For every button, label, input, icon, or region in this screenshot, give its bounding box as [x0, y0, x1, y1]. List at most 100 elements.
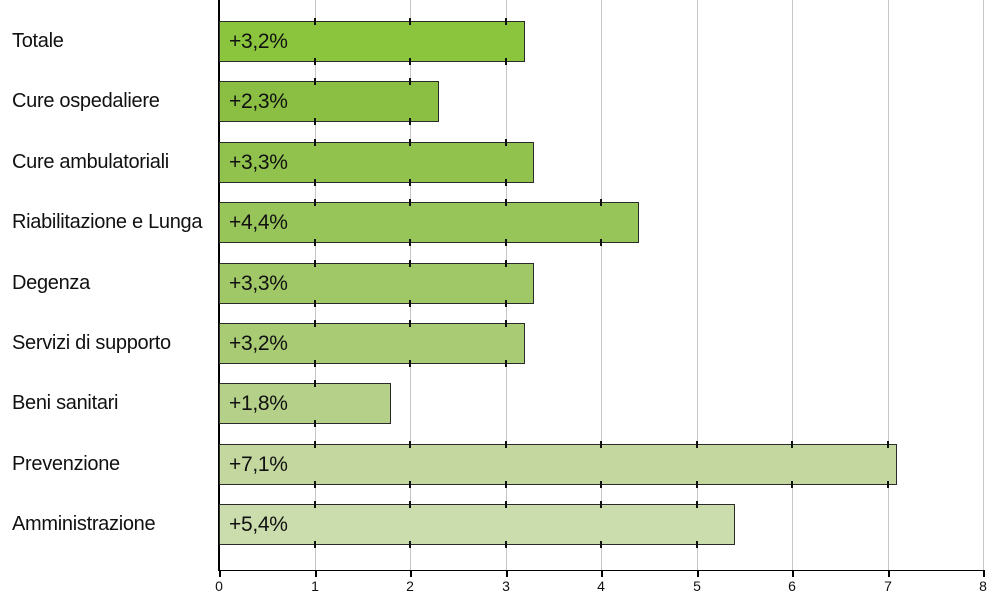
- x-axis-tick-label: 6: [788, 578, 796, 594]
- grid-notch: [505, 481, 507, 488]
- grid-notch: [409, 300, 411, 307]
- grid-notch: [600, 199, 602, 206]
- value-label: +3,3%: [229, 150, 288, 174]
- grid-notch: [409, 118, 411, 125]
- grid-notch: [314, 300, 316, 307]
- x-axis-tick-label: 1: [311, 578, 319, 594]
- value-label: +2,3%: [229, 89, 288, 113]
- x-axis-tick: [888, 570, 890, 577]
- grid-notch: [505, 58, 507, 65]
- grid-notch: [409, 360, 411, 367]
- grid-notch: [409, 481, 411, 488]
- value-label: +7,1%: [229, 452, 288, 476]
- grid-notch: [505, 541, 507, 548]
- value-label: +5,4%: [229, 512, 288, 536]
- value-label: +3,3%: [229, 271, 288, 295]
- category-label: Cure ospedaliere: [12, 90, 160, 112]
- gridline: [792, 0, 793, 570]
- bar: +1,8%: [219, 380, 391, 427]
- grid-notch: [505, 501, 507, 508]
- grid-notch: [696, 541, 698, 548]
- grid-notch: [314, 380, 316, 387]
- category-label: Cure ambulatoriali: [12, 151, 169, 173]
- category-label: Degenza: [12, 272, 90, 294]
- x-axis-tick-label: 3: [502, 578, 510, 594]
- x-axis-tick: [983, 570, 985, 577]
- category-label: Amministrazione: [12, 513, 156, 535]
- value-label: +3,2%: [229, 331, 288, 355]
- value-label: +1,8%: [229, 391, 288, 415]
- x-axis-tick-label: 7: [884, 578, 892, 594]
- grid-notch: [409, 199, 411, 206]
- x-axis-tick: [601, 570, 603, 577]
- grid-notch: [409, 78, 411, 85]
- grid-notch: [314, 320, 316, 327]
- grid-notch: [409, 320, 411, 327]
- grid-notch: [409, 58, 411, 65]
- grid-notch: [409, 18, 411, 25]
- grid-notch: [505, 199, 507, 206]
- x-axis-tick-label: 0: [215, 578, 223, 594]
- bar: +7,1%: [219, 441, 897, 488]
- bar: +3,2%: [219, 18, 525, 65]
- category-label: Riabilitazione e Lunga: [12, 211, 203, 233]
- grid-notch: [409, 501, 411, 508]
- grid-notch: [696, 481, 698, 488]
- value-label: +3,2%: [229, 29, 288, 53]
- gridline: [697, 0, 698, 570]
- grid-notch: [314, 139, 316, 146]
- category-label: Totale: [12, 30, 64, 52]
- grid-notch: [409, 139, 411, 146]
- grid-notch: [409, 541, 411, 548]
- grid-notch: [600, 441, 602, 448]
- grid-notch: [409, 239, 411, 246]
- grid-notch: [409, 179, 411, 186]
- grid-notch: [505, 18, 507, 25]
- bar: +3,3%: [219, 260, 534, 307]
- grid-notch: [505, 260, 507, 267]
- grid-notch: [505, 320, 507, 327]
- grid-notch: [314, 360, 316, 367]
- grid-notch: [505, 239, 507, 246]
- bar: +3,3%: [219, 139, 534, 186]
- grid-notch: [887, 481, 889, 488]
- grid-notch: [600, 481, 602, 488]
- grid-notch: [314, 18, 316, 25]
- grid-notch: [314, 420, 316, 427]
- grid-notch: [505, 179, 507, 186]
- bar: +5,4%: [219, 501, 735, 548]
- value-label: +4,4%: [229, 210, 288, 234]
- category-label: Servizi di supporto: [12, 332, 171, 354]
- x-axis-tick-label: 5: [693, 578, 701, 594]
- x-axis-tick-label: 2: [406, 578, 414, 594]
- grid-notch: [314, 199, 316, 206]
- grid-notch: [314, 441, 316, 448]
- grid-notch: [696, 501, 698, 508]
- grid-notch: [314, 481, 316, 488]
- grid-notch: [887, 441, 889, 448]
- x-axis-tick: [315, 570, 317, 577]
- grid-notch: [409, 441, 411, 448]
- grid-notch: [314, 239, 316, 246]
- grid-notch: [600, 541, 602, 548]
- grid-notch: [696, 441, 698, 448]
- grid-notch: [314, 501, 316, 508]
- grid-notch: [314, 78, 316, 85]
- grid-notch: [791, 441, 793, 448]
- grid-notch: [314, 541, 316, 548]
- x-axis-tick: [410, 570, 412, 577]
- gridline: [983, 0, 984, 570]
- bar: +2,3%: [219, 78, 439, 125]
- x-axis-tick: [792, 570, 794, 577]
- grid-notch: [505, 441, 507, 448]
- x-axis-tick: [219, 570, 221, 577]
- x-axis-tick-label: 4: [597, 578, 605, 594]
- x-axis-tick: [697, 570, 699, 577]
- grid-notch: [314, 118, 316, 125]
- category-label: Prevenzione: [12, 453, 120, 475]
- category-label: Beni sanitari: [12, 392, 119, 414]
- grid-notch: [314, 179, 316, 186]
- bar: +4,4%: [219, 199, 639, 246]
- grid-notch: [505, 300, 507, 307]
